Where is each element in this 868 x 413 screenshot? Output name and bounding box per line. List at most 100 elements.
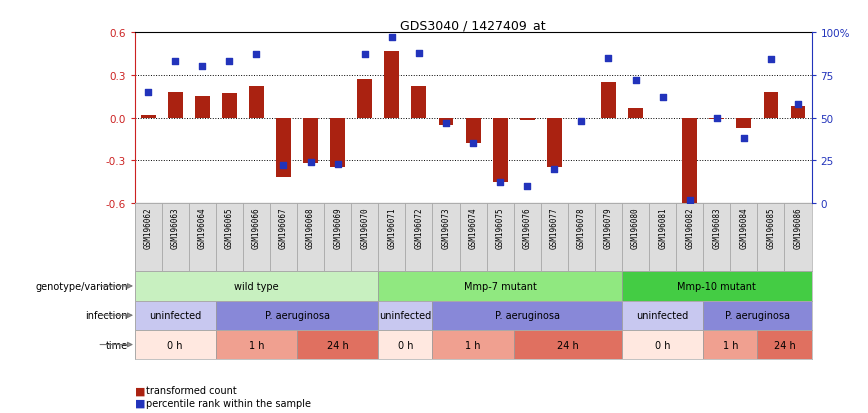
Point <box>385 35 398 41</box>
Point <box>412 50 426 57</box>
Text: 24 h: 24 h <box>326 340 349 350</box>
Point <box>466 140 480 147</box>
Text: P. aeruginosa: P. aeruginosa <box>265 311 330 320</box>
Point <box>710 115 724 121</box>
Point <box>628 78 642 84</box>
Text: GSM196077: GSM196077 <box>549 207 559 248</box>
Bar <box>676 204 703 272</box>
Text: GSM196086: GSM196086 <box>793 207 803 248</box>
Point <box>195 64 209 71</box>
Text: GSM196068: GSM196068 <box>306 207 315 248</box>
Bar <box>438 118 453 126</box>
Text: 24 h: 24 h <box>557 340 579 350</box>
Bar <box>493 118 508 182</box>
Point <box>222 59 236 65</box>
Text: 24 h: 24 h <box>773 340 795 350</box>
Point <box>548 166 562 173</box>
Bar <box>352 204 378 272</box>
Bar <box>276 118 291 178</box>
Point <box>358 52 372 59</box>
Bar <box>216 330 297 359</box>
Bar <box>622 330 703 359</box>
Text: ■: ■ <box>135 385 145 395</box>
Text: uninfected: uninfected <box>379 311 431 320</box>
Text: GSM196066: GSM196066 <box>252 207 261 248</box>
Bar <box>411 87 426 118</box>
Point <box>575 119 589 125</box>
Bar <box>188 204 216 272</box>
Bar <box>764 93 779 118</box>
Bar <box>628 108 643 118</box>
Text: GSM196083: GSM196083 <box>713 207 721 248</box>
Text: GSM196065: GSM196065 <box>225 207 233 248</box>
Bar <box>330 118 345 168</box>
Bar <box>243 204 270 272</box>
Bar <box>541 204 568 272</box>
Text: Mmp-7 mutant: Mmp-7 mutant <box>464 281 536 291</box>
Bar <box>730 204 758 272</box>
Text: uninfected: uninfected <box>149 311 201 320</box>
Point <box>737 135 751 142</box>
Bar <box>135 301 216 330</box>
Bar <box>785 204 812 272</box>
Text: 0 h: 0 h <box>168 340 183 350</box>
Point <box>493 180 507 186</box>
Text: 1 h: 1 h <box>248 340 264 350</box>
Point <box>141 89 155 96</box>
Bar <box>703 330 758 359</box>
Text: GSM196064: GSM196064 <box>198 207 207 248</box>
Bar <box>378 301 432 330</box>
Bar <box>649 204 676 272</box>
Bar <box>758 330 812 359</box>
Point <box>764 57 778 64</box>
Text: infection: infection <box>85 311 128 320</box>
Bar <box>222 94 237 118</box>
Bar <box>736 118 752 128</box>
Bar <box>514 204 541 272</box>
Point <box>331 161 345 168</box>
Text: GSM196062: GSM196062 <box>143 207 153 248</box>
Point <box>520 183 534 190</box>
Title: GDS3040 / 1427409_at: GDS3040 / 1427409_at <box>400 19 546 32</box>
Text: transformed count: transformed count <box>146 385 237 395</box>
Bar <box>216 301 378 330</box>
Text: 1 h: 1 h <box>465 340 481 350</box>
Text: GSM196079: GSM196079 <box>604 207 613 248</box>
Text: GSM196069: GSM196069 <box>333 207 342 248</box>
Bar <box>622 204 649 272</box>
Bar <box>791 107 806 118</box>
Bar <box>595 204 622 272</box>
Text: genotype/variation: genotype/variation <box>35 281 128 291</box>
Bar <box>465 118 481 144</box>
Text: GSM196080: GSM196080 <box>631 207 640 248</box>
Bar <box>297 204 324 272</box>
Bar <box>601 83 616 118</box>
Point <box>439 120 453 127</box>
Bar <box>432 204 459 272</box>
Text: time: time <box>106 340 128 350</box>
Point <box>791 101 805 108</box>
Bar <box>703 301 812 330</box>
Text: P. aeruginosa: P. aeruginosa <box>725 311 790 320</box>
Text: GSM196073: GSM196073 <box>442 207 450 248</box>
Bar <box>168 93 182 118</box>
Text: percentile rank within the sample: percentile rank within the sample <box>146 398 311 408</box>
Bar <box>303 118 318 164</box>
Bar <box>709 118 724 120</box>
Text: 0 h: 0 h <box>654 340 670 350</box>
Bar <box>378 330 432 359</box>
Bar <box>249 87 264 118</box>
Bar <box>385 52 399 118</box>
Text: GSM196081: GSM196081 <box>658 207 667 248</box>
Text: GSM196063: GSM196063 <box>171 207 180 248</box>
Bar <box>358 80 372 118</box>
Text: 1 h: 1 h <box>722 340 738 350</box>
Bar <box>378 272 622 301</box>
Bar <box>459 204 487 272</box>
Bar <box>487 204 514 272</box>
Text: uninfected: uninfected <box>636 311 688 320</box>
Bar <box>135 330 216 359</box>
Text: GSM196071: GSM196071 <box>387 207 397 248</box>
Point <box>655 95 669 101</box>
Bar <box>161 204 188 272</box>
